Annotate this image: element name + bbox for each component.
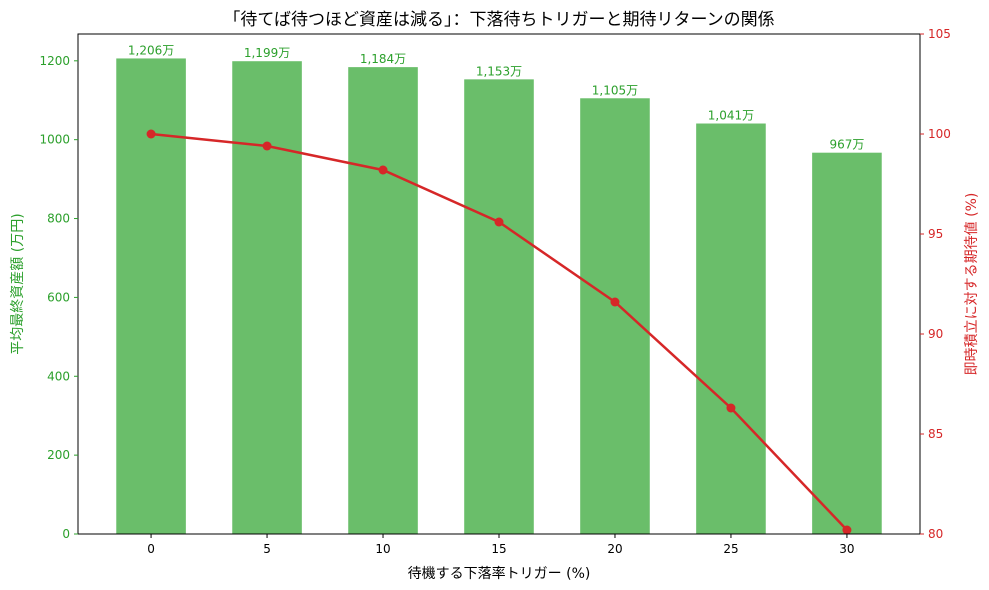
- left-tick-label: 400: [47, 369, 70, 383]
- line-point: [726, 403, 736, 413]
- line-point: [842, 525, 852, 535]
- bar-value-label: 1,184万: [360, 52, 406, 66]
- chart-title: 「待てば待つほど資産は減る」：下落待ちトリガーと期待リターンの関係: [223, 10, 774, 30]
- right-tick-label: 85: [928, 427, 943, 441]
- bar: [580, 98, 650, 534]
- line-series: [146, 129, 852, 535]
- x-tick-label: 5: [263, 542, 271, 556]
- left-tick-label: 1000: [39, 133, 70, 147]
- line-point: [262, 141, 272, 151]
- x-axis-label: 待機する下落率トリガー (%): [408, 565, 591, 582]
- right-tick-label: 90: [928, 327, 943, 341]
- x-tick-label: 20: [607, 542, 622, 556]
- bar-value-label: 1,041万: [708, 109, 754, 123]
- x-axis: 0 5 10 15 20 25 30: [147, 534, 855, 556]
- x-tick-label: 15: [491, 542, 506, 556]
- left-tick-label: 0: [62, 527, 70, 541]
- x-tick-label: 0: [147, 542, 155, 556]
- bar-value-label: 1,153万: [476, 64, 522, 78]
- left-tick-label: 800: [47, 212, 70, 226]
- line-point: [610, 297, 620, 307]
- right-axis: 80 85 90 95 100 105: [920, 27, 951, 541]
- x-tick-label: 30: [839, 542, 854, 556]
- line-point: [146, 129, 156, 139]
- left-tick-label: 600: [47, 290, 70, 304]
- right-tick-label: 100: [928, 127, 951, 141]
- x-tick-label: 10: [375, 542, 390, 556]
- bar-labels: 1,206万 1,199万 1,184万 1,153万 1,105万 1,041万 967万: [128, 43, 865, 151]
- left-axis-label: 平均最終資産額 (万円): [10, 213, 26, 354]
- bar: [232, 61, 302, 535]
- bar: [812, 152, 882, 534]
- right-tick-label: 80: [928, 527, 943, 541]
- bar: [696, 123, 766, 534]
- left-tick-label: 200: [47, 448, 70, 462]
- left-axis: 0 200 400 600 800 1000 1200: [39, 54, 78, 541]
- bar-value-label: 1,206万: [128, 43, 174, 57]
- bar-value-label: 1,199万: [244, 46, 290, 60]
- bar: [348, 67, 418, 534]
- bar: [464, 79, 534, 535]
- right-tick-label: 105: [928, 27, 951, 41]
- bars: [116, 58, 882, 535]
- right-axis-label: 即時積立に対する期待値 (%): [964, 193, 980, 376]
- x-tick-label: 25: [723, 542, 738, 556]
- left-tick-label: 1200: [39, 54, 70, 68]
- line-point: [494, 217, 504, 227]
- right-tick-label: 95: [928, 227, 943, 241]
- line-point: [378, 165, 388, 175]
- bar-value-label: 1,105万: [592, 83, 638, 97]
- bar-value-label: 967万: [829, 138, 864, 152]
